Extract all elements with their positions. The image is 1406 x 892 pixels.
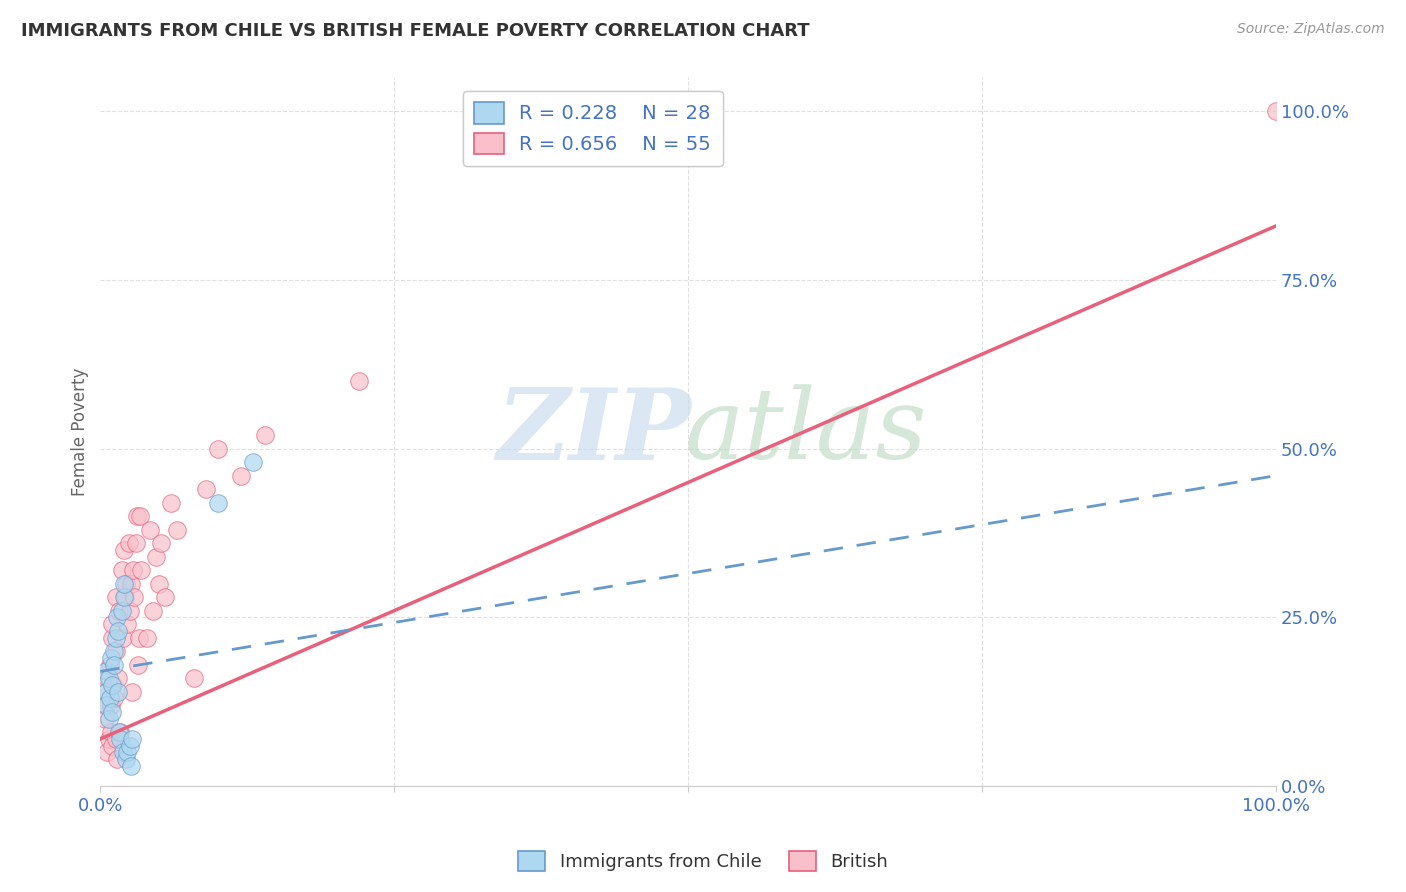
- Point: [107, 624, 129, 638]
- Point: [145, 549, 167, 564]
- Point: [100, 698, 122, 713]
- Point: [118, 739, 141, 753]
- Point: [104, 731, 127, 746]
- Point: [111, 745, 134, 759]
- Point: [121, 731, 143, 746]
- Point: [142, 604, 165, 618]
- Point: [150, 536, 173, 550]
- Point: [231, 468, 253, 483]
- Point: [101, 705, 124, 719]
- Point: [115, 752, 138, 766]
- Point: [114, 590, 136, 604]
- Point: [120, 759, 142, 773]
- Point: [108, 725, 131, 739]
- Point: [128, 631, 150, 645]
- Point: [347, 374, 370, 388]
- Point: [104, 631, 127, 645]
- Point: [153, 590, 176, 604]
- Text: Source: ZipAtlas.com: Source: ZipAtlas.com: [1237, 22, 1385, 37]
- Point: [125, 509, 148, 524]
- Point: [96, 698, 118, 713]
- Text: IMMIGRANTS FROM CHILE VS BRITISH FEMALE POVERTY CORRELATION CHART: IMMIGRANTS FROM CHILE VS BRITISH FEMALE …: [21, 22, 810, 40]
- Point: [96, 684, 118, 698]
- Point: [117, 617, 139, 632]
- Point: [111, 631, 134, 645]
- Text: ZIP: ZIP: [496, 384, 692, 480]
- Point: [1265, 104, 1288, 119]
- Point: [105, 752, 128, 766]
- Point: [94, 712, 117, 726]
- Point: [96, 745, 118, 759]
- Point: [107, 671, 129, 685]
- Point: [138, 523, 160, 537]
- Y-axis label: Female Poverty: Female Poverty: [72, 368, 89, 496]
- Point: [101, 617, 124, 632]
- Point: [96, 665, 118, 679]
- Point: [98, 657, 121, 672]
- Point: [103, 691, 125, 706]
- Point: [242, 455, 264, 469]
- Point: [160, 496, 183, 510]
- Point: [131, 563, 153, 577]
- Legend: Immigrants from Chile, British: Immigrants from Chile, British: [510, 844, 896, 879]
- Point: [207, 442, 229, 456]
- Point: [105, 610, 128, 624]
- Point: [112, 590, 135, 604]
- Point: [104, 590, 127, 604]
- Point: [118, 604, 141, 618]
- Point: [100, 651, 122, 665]
- Point: [101, 631, 124, 645]
- Point: [195, 482, 218, 496]
- Point: [121, 684, 143, 698]
- Point: [148, 576, 170, 591]
- Point: [183, 671, 205, 685]
- Point: [124, 536, 146, 550]
- Point: [110, 731, 132, 746]
- Point: [120, 576, 142, 591]
- Point: [98, 691, 121, 706]
- Point: [207, 496, 229, 510]
- Point: [117, 745, 139, 759]
- Point: [96, 671, 118, 685]
- Point: [104, 644, 127, 658]
- Point: [127, 657, 149, 672]
- Point: [122, 563, 145, 577]
- Point: [103, 678, 125, 692]
- Point: [107, 684, 129, 698]
- Point: [110, 604, 132, 618]
- Point: [129, 509, 152, 524]
- Point: [117, 536, 139, 550]
- Point: [253, 428, 276, 442]
- Point: [110, 563, 132, 577]
- Point: [97, 712, 120, 726]
- Point: [115, 576, 138, 591]
- Point: [108, 604, 131, 618]
- Point: [166, 523, 188, 537]
- Point: [96, 684, 118, 698]
- Point: [97, 731, 120, 746]
- Point: [100, 725, 122, 739]
- Point: [93, 698, 115, 713]
- Point: [103, 657, 125, 672]
- Point: [112, 576, 135, 591]
- Point: [124, 590, 146, 604]
- Legend: R = 0.228    N = 28, R = 0.656    N = 55: R = 0.228 N = 28, R = 0.656 N = 55: [463, 91, 723, 166]
- Point: [112, 542, 135, 557]
- Point: [136, 631, 159, 645]
- Point: [97, 671, 120, 685]
- Point: [103, 644, 125, 658]
- Text: atlas: atlas: [685, 384, 927, 479]
- Point: [101, 678, 124, 692]
- Point: [101, 739, 124, 753]
- Point: [110, 725, 132, 739]
